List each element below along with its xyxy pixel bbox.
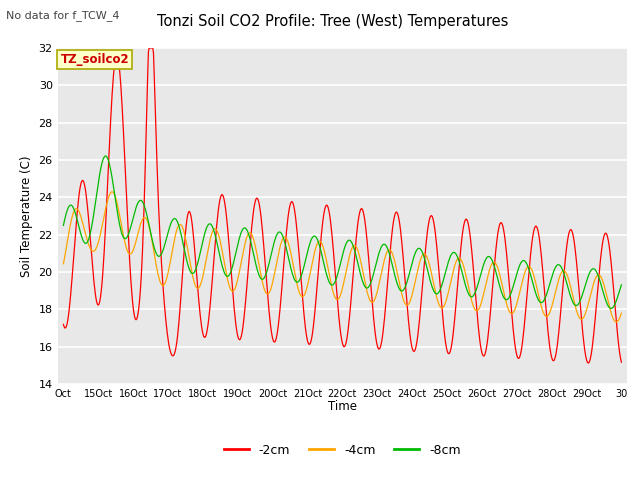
-2cm [531,224,539,230]
-4cm [108,189,116,195]
-4cm [68,214,76,220]
Line: -8cm: -8cm [63,156,621,309]
-8cm [531,288,539,294]
-4cm [618,310,625,316]
-8cm [461,281,469,287]
-8cm [102,153,109,159]
-8cm [60,223,67,228]
-2cm [68,274,76,280]
-8cm [515,266,522,272]
Legend: -2cm, -4cm, -8cm: -2cm, -4cm, -8cm [219,439,466,462]
-8cm [183,258,191,264]
-2cm [183,216,191,222]
Text: No data for f_TCW_4: No data for f_TCW_4 [6,10,120,21]
-2cm [136,296,143,302]
-2cm [618,359,625,365]
X-axis label: Time: Time [328,400,357,413]
-2cm [515,356,522,361]
-8cm [607,306,615,312]
-4cm [60,261,67,266]
-4cm [461,269,469,275]
Text: Tonzi Soil CO2 Profile: Tree (West) Temperatures: Tonzi Soil CO2 Profile: Tree (West) Temp… [157,14,509,29]
-2cm [60,322,67,327]
-8cm [618,282,625,288]
-2cm [461,217,469,223]
Line: -4cm: -4cm [63,192,621,322]
-2cm [145,45,153,51]
-8cm [68,203,76,209]
Line: -2cm: -2cm [63,48,621,363]
-4cm [183,242,191,248]
Y-axis label: Soil Temperature (C): Soil Temperature (C) [20,155,33,277]
-4cm [531,277,539,283]
-4cm [136,222,144,228]
Text: TZ_soilco2: TZ_soilco2 [60,53,129,66]
-4cm [612,319,620,325]
-8cm [136,197,144,203]
-4cm [515,296,522,301]
-2cm [584,360,592,366]
